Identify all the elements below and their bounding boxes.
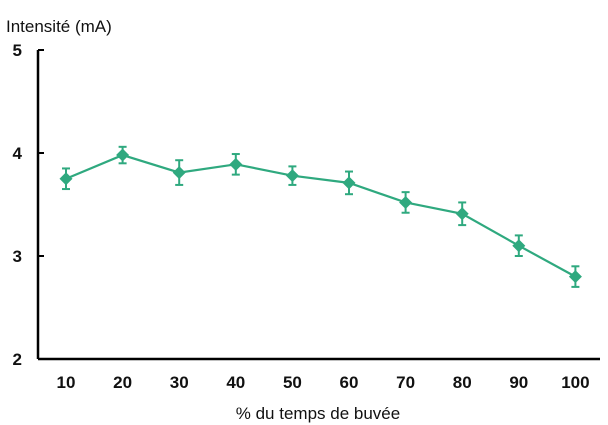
data-point-marker [568,270,582,284]
x-axis-label: % du temps de buvée [236,404,400,423]
y-axis-label: Intensité (mA) [6,17,112,36]
x-ticks: 10 20 30 40 50 60 70 80 90 100 [57,373,590,392]
y-tick-label: 2 [13,350,22,369]
x-tick-label: 70 [396,373,415,392]
series-line [65,153,576,278]
x-tick-label: 10 [57,373,76,392]
x-tick-label: 30 [170,373,189,392]
y-tick-label: 3 [13,247,22,266]
x-tick-label: 40 [226,373,245,392]
x-tick-label: 100 [561,373,589,392]
data-point-marker [342,176,356,190]
data-point-marker [512,239,526,253]
data-point-marker [399,195,413,209]
data-point-marker [229,157,243,171]
data-point-marker [116,148,130,162]
y-tick-label: 5 [13,41,22,60]
x-tick-label: 20 [113,373,132,392]
data-point-marker [455,207,469,221]
data-point-marker [59,172,73,186]
y-ticks: 2 3 4 5 [13,41,44,369]
series-layer [59,145,582,288]
x-tick-label: 60 [340,373,359,392]
x-tick-label: 50 [283,373,302,392]
x-tick-label: 90 [509,373,528,392]
data-point-marker [172,166,186,180]
data-point-marker [285,169,299,183]
y-tick-label: 4 [13,144,23,163]
x-tick-label: 80 [453,373,472,392]
